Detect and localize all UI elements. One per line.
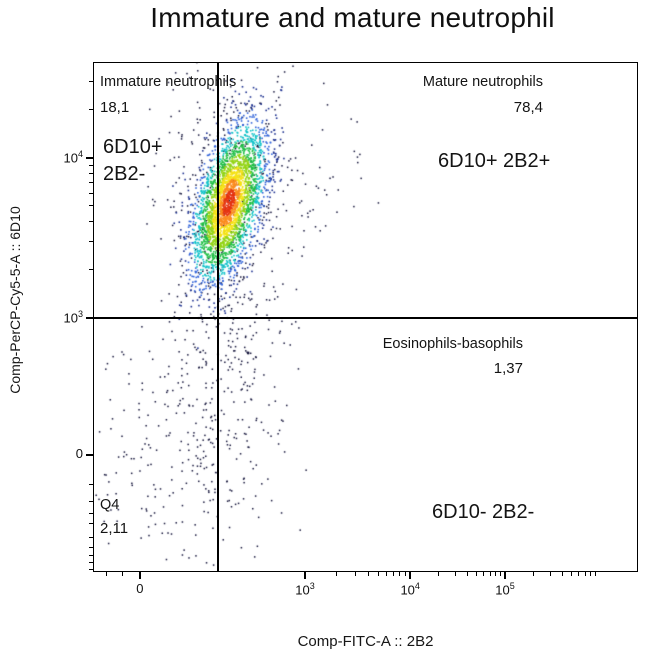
- x-axis-minor-tick: [336, 572, 338, 576]
- quadrant-marker-top-right: 6D10+ 2B2+: [438, 150, 551, 172]
- y-axis-minor-tick: [89, 241, 93, 243]
- quadrant-percent-eosinophils-basophils: 1,37: [493, 360, 523, 377]
- x-axis-minor-tick: [549, 572, 551, 576]
- x-axis-minor-tick: [495, 572, 497, 576]
- y-axis-minor-tick: [89, 513, 93, 515]
- y-axis-minor-tick: [89, 523, 93, 525]
- x-axis-minor-tick: [404, 572, 406, 576]
- y-axis-minor-tick: [89, 562, 93, 564]
- x-axis-minor-tick: [532, 572, 534, 576]
- quadrant-marker-top-left-line2: 2B2-: [103, 163, 146, 185]
- x-axis-tick-label: 104: [400, 581, 420, 598]
- y-axis-minor-tick: [89, 164, 93, 166]
- x-axis-minor-tick: [561, 572, 563, 576]
- y-axis-minor-tick: [89, 108, 93, 110]
- y-axis-minor-tick: [89, 501, 93, 503]
- x-axis-minor-tick: [584, 572, 586, 576]
- x-axis-minor-tick: [122, 572, 124, 576]
- y-axis-minor-tick: [89, 193, 93, 195]
- x-axis-tick-label: 103: [295, 581, 315, 598]
- y-axis-minor-tick: [89, 269, 93, 271]
- x-axis-minor-tick: [476, 572, 478, 576]
- y-axis-minor-tick: [89, 483, 93, 485]
- y-axis-major-tick: [86, 454, 93, 456]
- x-axis-minor-tick: [393, 572, 395, 576]
- quadrant-percent-mature-neutrophils: 78,4: [513, 99, 543, 116]
- x-axis-major-tick: [504, 572, 506, 579]
- x-axis-minor-tick: [571, 572, 572, 576]
- y-axis-minor-tick: [89, 80, 93, 82]
- y-axis-minor-tick: [89, 182, 93, 184]
- y-axis-tick-label: 103: [63, 309, 83, 326]
- quadrant-marker-bottom-right: 6D10- 2B2-: [432, 501, 535, 523]
- x-axis-tick-label: 105: [495, 581, 515, 598]
- x-axis-minor-tick: [590, 572, 592, 576]
- y-axis-minor-tick: [89, 221, 93, 223]
- y-axis-minor-tick: [89, 536, 93, 538]
- quadrant-label-immature-neutrophils: Immature neutrophils: [100, 74, 237, 90]
- x-axis-tick-label: 0: [136, 581, 144, 596]
- y-axis-minor-tick: [89, 568, 93, 570]
- x-axis-minor-tick: [367, 572, 369, 576]
- y-axis-minor-tick: [89, 172, 93, 174]
- y-axis-tick-label: 0: [75, 446, 83, 462]
- x-axis-minor-tick: [399, 572, 401, 576]
- x-axis-minor-tick: [578, 572, 580, 576]
- x-axis-minor-tick: [466, 572, 468, 576]
- x-axis-minor-tick: [500, 572, 502, 576]
- x-axis-minor-tick: [594, 572, 596, 576]
- x-axis-major-tick: [409, 572, 411, 579]
- x-axis-minor-tick: [378, 572, 380, 576]
- quadrant-percent-immature-neutrophils: 18,1: [100, 99, 130, 116]
- quadrant-label-mature-neutrophils: Mature neutrophils: [422, 74, 543, 90]
- quadrant-label-eosinophils-basophils: Eosinophils-basophils: [382, 336, 523, 352]
- x-axis-minor-tick: [438, 572, 440, 576]
- quadrant-percent-q4: 2,11: [100, 520, 129, 537]
- x-axis-major-tick: [304, 572, 306, 579]
- x-axis-major-tick: [139, 572, 141, 579]
- quadrant-label-q4: Q4: [100, 497, 120, 513]
- quadrant-gate-horizontal-line: [93, 317, 638, 319]
- y-axis-minor-tick: [89, 205, 93, 207]
- x-axis-minor-tick: [483, 572, 485, 576]
- x-axis-minor-tick: [354, 572, 356, 576]
- y-axis-minor-tick: [89, 555, 93, 557]
- x-axis-minor-tick: [489, 572, 491, 576]
- y-axis-major-tick: [86, 317, 93, 319]
- y-axis-tick-label: 104: [63, 148, 83, 166]
- x-axis-minor-tick: [454, 572, 456, 576]
- y-axis-major-tick: [86, 157, 93, 159]
- y-axis-minor-tick: [89, 547, 93, 549]
- quadrant-marker-top-left-line1: 6D10+: [103, 136, 163, 158]
- x-axis-minor-tick: [106, 572, 108, 576]
- plot-border: [93, 62, 638, 572]
- x-axis-minor-tick: [386, 572, 388, 576]
